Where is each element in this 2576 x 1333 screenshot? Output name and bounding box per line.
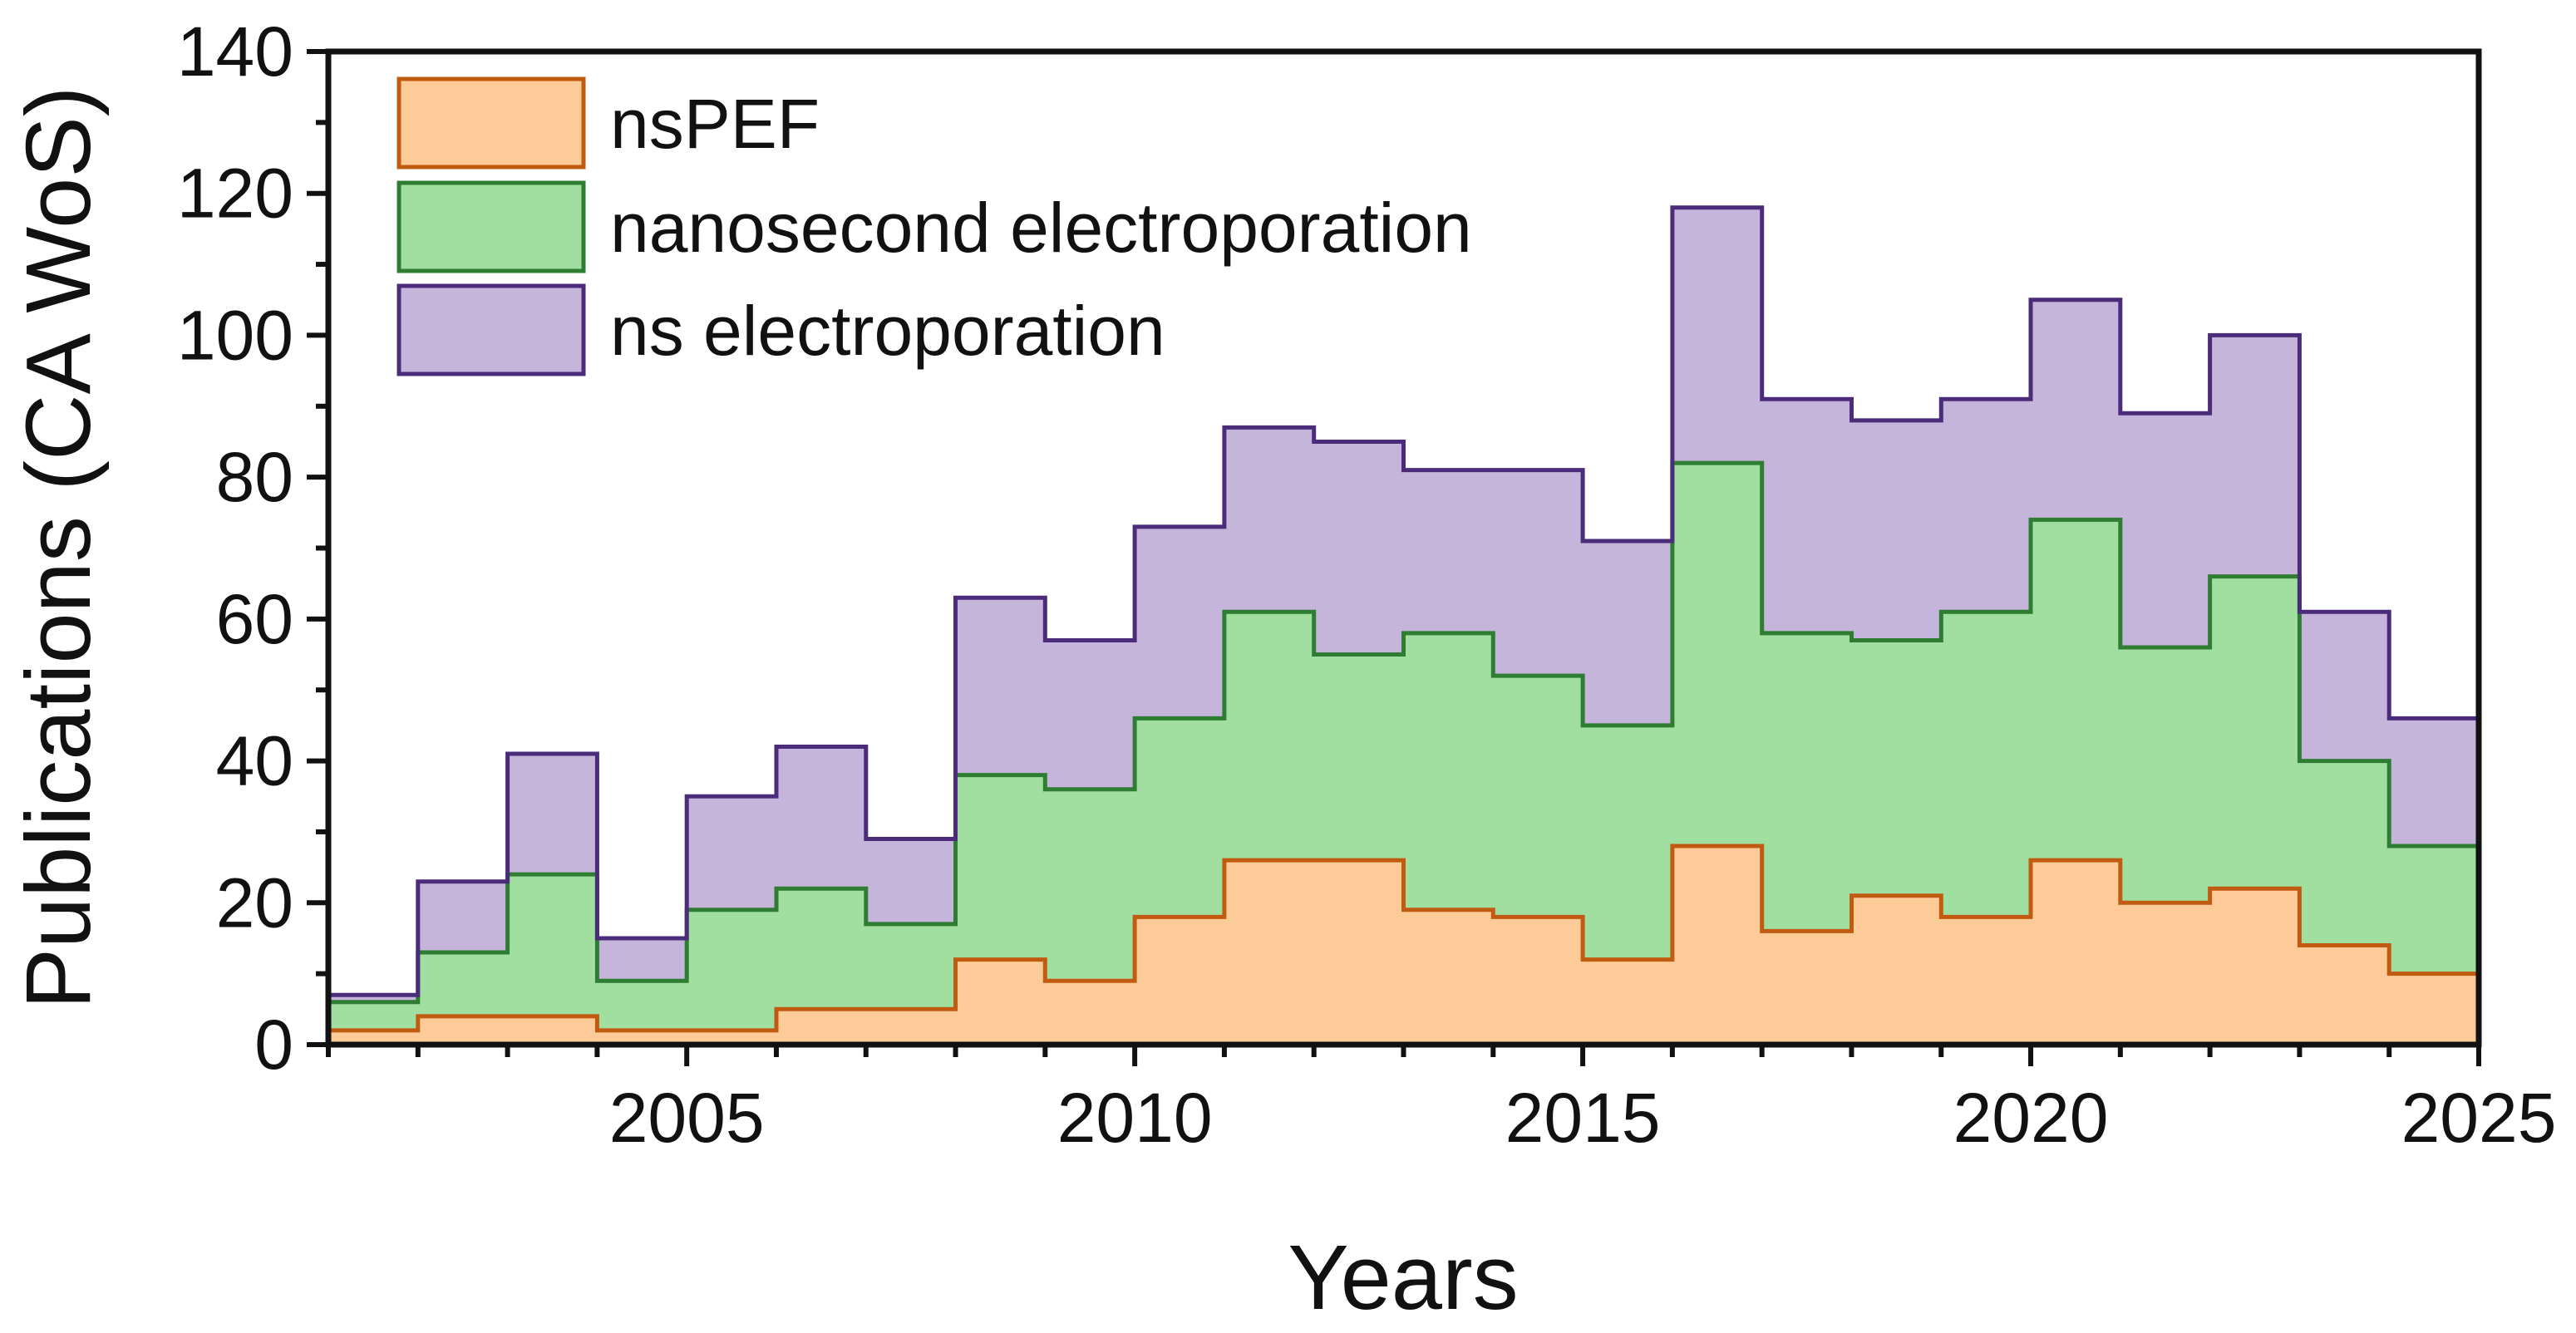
bar-1-2005 <box>687 910 776 1030</box>
bar-1-2015 <box>1583 726 1672 960</box>
legend: nsPEF nanosecond electroporation ns electr… <box>396 76 1472 376</box>
y-tick-label: 120 <box>177 155 293 233</box>
bar-0-2011 <box>1224 860 1314 1045</box>
bar-1-2021 <box>2120 647 2210 903</box>
x-tick-label: 2005 <box>609 1079 765 1157</box>
bar-2-2013 <box>1404 470 1494 633</box>
bar-1-2022 <box>2210 577 2300 889</box>
bar-2-2019 <box>1941 399 2031 612</box>
bar-1-2002 <box>418 952 508 1016</box>
bar-0-2023 <box>2299 946 2389 1045</box>
bar-2-2007 <box>866 839 956 924</box>
legend-label-0: nsPEF <box>610 85 820 163</box>
bar-0-2008 <box>956 960 1046 1045</box>
bar-0-2021 <box>2120 903 2210 1045</box>
bar-2-2006 <box>776 747 866 889</box>
bar-2-2003 <box>508 754 598 874</box>
series-layer <box>328 205 2479 1045</box>
series-fill-0 <box>328 846 2479 1045</box>
bar-0-2003 <box>508 1016 598 1045</box>
y-tick-label: 100 <box>177 296 293 374</box>
bar-0-2013 <box>1404 910 1494 1045</box>
bar-1-2003 <box>508 874 598 1016</box>
bar-1-2024 <box>2389 846 2479 974</box>
bar-2-2023 <box>2299 612 2389 760</box>
x-axis-title: Years <box>1288 1227 1518 1329</box>
y-tick-label: 20 <box>216 863 293 942</box>
bar-0-2015 <box>1583 960 1672 1045</box>
legend-swatch-2 <box>396 283 586 376</box>
bar-0-2018 <box>1852 896 1942 1045</box>
bar-2-2012 <box>1314 442 1404 655</box>
ticks-layer: 2005 2010 2015 2020 2025 0 20 40 60 80 100 120 140 <box>177 12 2557 1157</box>
legend-swatch-1 <box>396 180 586 273</box>
bar-2-2018 <box>1852 421 1942 641</box>
x-tick-label: 2010 <box>1057 1079 1213 1157</box>
y-tick-label: 80 <box>216 438 293 516</box>
legend-swatch-0 <box>396 76 586 170</box>
bar-0-2017 <box>1762 931 1852 1045</box>
y-tick-label: 0 <box>254 1006 293 1084</box>
bar-2-2001 <box>328 995 418 1002</box>
bar-1-2008 <box>956 775 1046 960</box>
bar-0-2014 <box>1493 917 1583 1045</box>
bar-0-2016 <box>1672 846 1762 1045</box>
bar-0-2002 <box>418 1016 508 1045</box>
y-tick-label: 140 <box>177 12 293 91</box>
bar-2-2004 <box>597 938 687 981</box>
bar-0-2012 <box>1314 860 1404 1045</box>
bar-2-2010 <box>1135 527 1224 719</box>
y-tick-label: 60 <box>216 580 293 658</box>
bar-2-2024 <box>2389 718 2479 846</box>
y-tick-label: 40 <box>216 722 293 800</box>
bar-2-2005 <box>687 796 776 910</box>
bar-2-2022 <box>2210 335 2300 576</box>
bar-0-2022 <box>2210 888 2300 1045</box>
bar-2-2008 <box>956 598 1046 775</box>
bar-1-2004 <box>597 981 687 1030</box>
bar-1-2013 <box>1404 633 1494 910</box>
bar-2-2009 <box>1045 641 1135 789</box>
bar-2-2017 <box>1762 399 1852 633</box>
bar-0-2019 <box>1941 917 2031 1045</box>
bar-1-2023 <box>2299 761 2389 946</box>
bar-1-2001 <box>328 1002 418 1030</box>
bar-2-2020 <box>2031 300 2120 520</box>
series-outline-2 <box>328 205 2479 997</box>
x-tick-label: 2025 <box>2401 1079 2557 1157</box>
bar-1-2009 <box>1045 789 1135 981</box>
bar-1-2012 <box>1314 655 1404 861</box>
bar-0-2024 <box>2389 974 2479 1045</box>
y-axis-title: Publications (CA WoS) <box>7 86 110 1010</box>
bar-1-2007 <box>866 924 956 1009</box>
bar-0-2010 <box>1135 917 1224 1045</box>
bar-2-2021 <box>2120 413 2210 647</box>
bar-2-2015 <box>1583 541 1672 726</box>
bar-0-2020 <box>2031 860 2120 1045</box>
bar-0-2006 <box>776 1009 866 1045</box>
bar-1-2010 <box>1135 718 1224 917</box>
bar-2-2002 <box>418 882 508 952</box>
bar-1-2018 <box>1852 641 1942 896</box>
x-tick-label: 2015 <box>1505 1079 1661 1157</box>
bar-1-2014 <box>1493 676 1583 917</box>
bar-1-2011 <box>1224 612 1314 860</box>
bar-1-2017 <box>1762 633 1852 932</box>
bar-1-2006 <box>776 888 866 1009</box>
legend-label-2: ns electroporation <box>610 292 1165 370</box>
bar-0-2009 <box>1045 981 1135 1045</box>
bar-1-2019 <box>1941 612 2031 917</box>
series-outline-0 <box>328 844 2479 1033</box>
bar-2-2016 <box>1672 208 1762 463</box>
bar-2-2011 <box>1224 427 1314 612</box>
bar-2-2014 <box>1493 470 1583 676</box>
bar-1-2016 <box>1672 463 1762 846</box>
bar-1-2020 <box>2031 519 2120 860</box>
bar-0-2007 <box>866 1009 956 1045</box>
x-tick-label: 2020 <box>1953 1079 2109 1157</box>
legend-label-1: nanosecond electroporation <box>610 189 1472 267</box>
